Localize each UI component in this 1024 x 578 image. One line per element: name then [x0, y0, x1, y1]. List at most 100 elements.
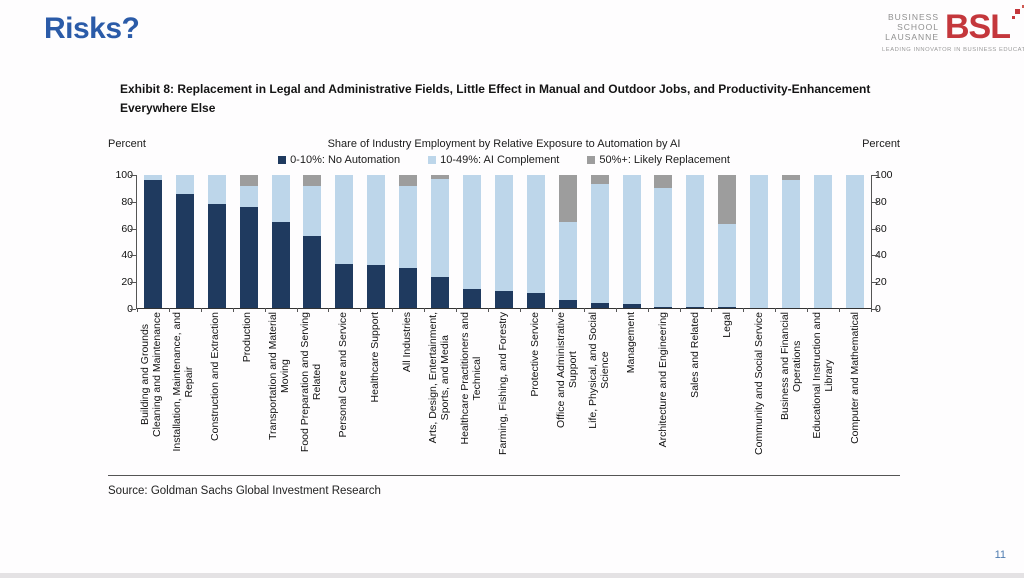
bar-column — [360, 175, 392, 308]
chart-header: Percent Share of Industry Employment by … — [108, 138, 900, 150]
x-tick-mark — [296, 308, 298, 312]
right-axis-unit-label: Percent — [862, 138, 900, 150]
logo-school-line: LAUSANNE — [885, 32, 939, 43]
x-category-label: Healthcare Practitioners and Technical — [459, 312, 483, 445]
x-category: All Industries — [392, 312, 424, 464]
bar-column — [648, 175, 680, 308]
y-tick-label: 40 — [875, 249, 887, 262]
bar-segment — [143, 180, 162, 308]
legend-item: 50%+: Likely Replacement — [587, 154, 730, 166]
y-tick-label: 100 — [115, 169, 133, 181]
x-tick-mark — [200, 308, 202, 312]
legend-label: 10-49%: AI Complement — [440, 154, 560, 166]
chart-title: Share of Industry Employment by Relative… — [327, 138, 681, 150]
x-category: Office and Administrative Support — [552, 312, 584, 464]
x-category-label: Building and Grounds Cleaning and Mainte… — [139, 312, 163, 437]
bar-column — [679, 175, 711, 308]
legend-label: 0-10%: No Automation — [290, 154, 401, 166]
bar-segment — [654, 175, 673, 189]
y-tick-label: 80 — [875, 195, 887, 208]
bar-column — [520, 175, 552, 308]
x-tick-mark — [456, 308, 458, 312]
y-tick-mark — [130, 255, 136, 257]
x-category-label: Installation, Maintenance, and Repair — [171, 312, 195, 452]
stacked-bar — [367, 175, 386, 308]
bar-segment — [654, 306, 673, 308]
x-tick-mark — [328, 308, 330, 312]
y-tick-mark — [872, 309, 878, 310]
legend-swatch-icon — [428, 156, 437, 164]
x-category: Life, Physical, and Social Science — [584, 312, 616, 464]
bar-column — [456, 175, 488, 308]
bar-segment — [431, 179, 450, 278]
stacked-bar — [813, 175, 832, 308]
bar-column — [392, 175, 424, 308]
bars-container — [137, 175, 871, 308]
x-tick-mark — [807, 308, 809, 312]
x-category: Food Preparation and Serving Related — [296, 312, 328, 464]
bar-segment — [558, 221, 577, 301]
x-tick-mark — [392, 308, 394, 312]
stacked-bar — [718, 175, 737, 308]
x-category: Architecture and Engineering — [648, 312, 680, 464]
bottom-strip — [0, 573, 1024, 578]
stacked-bar — [303, 175, 322, 308]
bar-segment — [558, 300, 577, 308]
y-tick-label: 60 — [121, 222, 133, 235]
x-category: Personal Care and Service — [328, 312, 360, 464]
bar-segment — [335, 175, 354, 265]
stacked-bar — [335, 175, 354, 308]
x-category-label: All Industries — [401, 312, 414, 373]
logo-school-line: SCHOOL — [897, 21, 939, 32]
bar-segment — [494, 175, 513, 291]
divider-line — [108, 475, 900, 476]
x-tick-mark — [615, 308, 617, 312]
x-category-label: Transportation and Material Moving — [267, 312, 291, 441]
x-category-label: Sales and Related — [689, 312, 702, 398]
bar-segment — [367, 265, 386, 308]
y-tick-label: 20 — [121, 276, 133, 289]
x-category: Production — [232, 312, 264, 464]
x-category-label: Community and Social Service — [753, 312, 766, 455]
bsl-logo: BUSINESS SCHOOL LAUSANNE BSL LEADING INN… — [882, 9, 1024, 53]
y-tick-mark — [872, 282, 878, 284]
x-category: Sales and Related — [680, 312, 712, 464]
x-tick-mark — [264, 308, 266, 312]
y-tick-mark — [872, 175, 878, 176]
bar-column — [711, 175, 743, 308]
bar-segment — [718, 306, 737, 308]
x-category-label: Protective Service — [529, 312, 542, 397]
bar-column — [616, 175, 648, 308]
bar-segment — [463, 289, 482, 308]
page-number: 11 — [994, 549, 1006, 561]
bar-segment — [399, 268, 418, 308]
legend-swatch-icon — [278, 156, 287, 164]
bar-segment — [558, 175, 577, 222]
x-tick-mark — [647, 308, 649, 312]
stacked-bar — [143, 175, 162, 308]
x-tick-mark — [519, 308, 521, 312]
y-tick-mark — [130, 175, 136, 176]
y-tick-label: 20 — [875, 276, 887, 289]
bar-segment — [175, 175, 194, 194]
legend-swatch-icon — [587, 156, 596, 164]
y-tick-mark — [130, 228, 136, 230]
logo-tagline: LEADING INNOVATOR IN BUSINESS EDUCATION — [882, 47, 1024, 53]
plot-area: 002020404060608080100100 — [115, 169, 892, 315]
bar-segment — [782, 175, 801, 181]
y-tick-mark — [872, 255, 878, 257]
bar-column — [265, 175, 297, 308]
bar-column — [488, 175, 520, 308]
stacked-bar — [590, 175, 609, 308]
x-category: Transportation and Material Moving — [264, 312, 296, 464]
x-tick-mark — [488, 308, 490, 312]
bar-segment — [782, 180, 801, 308]
x-axis-labels: Building and Grounds Cleaning and Mainte… — [136, 312, 872, 464]
bar-segment — [239, 175, 258, 186]
x-category-label: Office and Administrative Support — [555, 312, 579, 428]
bar-column — [807, 175, 839, 308]
x-tick-mark — [360, 308, 362, 312]
x-category-label: Architecture and Engineering — [657, 312, 670, 448]
legend-label: 50%+: Likely Replacement — [599, 154, 730, 166]
